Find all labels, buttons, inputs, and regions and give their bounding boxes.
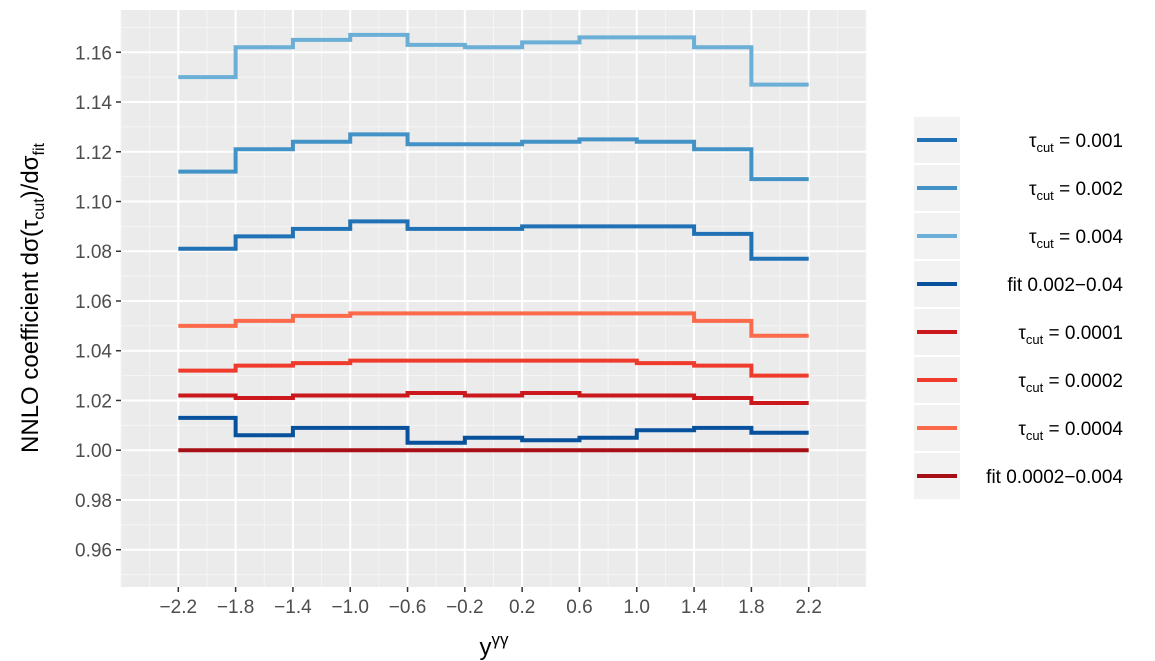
y-tick-label: 1.04: [75, 342, 112, 363]
y-tick-label: 1.00: [75, 441, 112, 462]
x-tick-label: 1.8: [738, 597, 764, 618]
x-tick-label: −0.2: [446, 597, 484, 618]
y-axis: 0.96 0.98 1.00 1.02 1.04 1.06 1.08 1.10 1.12 1.14…: [75, 43, 121, 561]
x-tick-label: 2.2: [795, 597, 821, 618]
legend: τcut = 0.001 τcut = 0.002 τcut = 0.004 fit …: [914, 117, 1123, 499]
y-tick-label: 1.12: [75, 143, 112, 164]
x-axis-title: yγγ: [480, 630, 510, 661]
y-tick-label: 1.06: [75, 292, 112, 313]
x-tick-label: −1.0: [331, 597, 369, 618]
x-axis: −2.2 −1.8 −1.4 −1.0 −0.6 −0.2 0.2 0.6 1.0 1.4 1.8 2…: [160, 587, 822, 618]
x-axis-title-sup: γγ: [492, 630, 510, 649]
legend-label: fit 0.0002−0.004: [986, 467, 1123, 488]
x-axis-title-main: y: [480, 634, 492, 661]
y-axis-title-sub1: cut: [31, 198, 48, 220]
legend-label: fit 0.002−0.04: [1007, 275, 1123, 296]
legend-label: τcut = 0.002: [1029, 179, 1123, 203]
y-tick-label: 1.16: [75, 43, 112, 64]
legend-label: τcut = 0.0004: [1018, 419, 1123, 443]
legend-label: τcut = 0.0001: [1018, 323, 1123, 347]
legend-label: τcut = 0.001: [1029, 131, 1123, 155]
x-tick-label: 0.2: [509, 597, 535, 618]
y-tick-label: 0.98: [75, 491, 112, 512]
y-axis-title: NNLO coefficient dσ(τcut)/dσfit: [17, 143, 48, 453]
x-tick-label: −0.6: [389, 597, 427, 618]
x-tick-label: −1.4: [274, 597, 312, 618]
y-tick-label: 1.02: [75, 391, 112, 412]
y-axis-title-mid: )/dσ: [17, 155, 44, 198]
x-tick-label: 1.0: [624, 597, 650, 618]
y-axis-title-main: NNLO coefficient dσ(τ: [17, 219, 44, 453]
y-tick-label: 1.10: [75, 193, 112, 214]
x-tick-label: 1.4: [681, 597, 708, 618]
y-tick-label: 1.14: [75, 93, 112, 114]
legend-label: τcut = 0.004: [1029, 227, 1123, 251]
y-tick-label: 1.08: [75, 242, 112, 263]
x-tick-label: 0.6: [566, 597, 592, 618]
y-tick-label: 0.96: [75, 541, 112, 562]
x-tick-label: −2.2: [160, 597, 198, 618]
y-axis-title-sub2: fit: [31, 143, 48, 156]
x-tick-label: −1.8: [217, 597, 255, 618]
legend-label: τcut = 0.0002: [1018, 371, 1123, 395]
